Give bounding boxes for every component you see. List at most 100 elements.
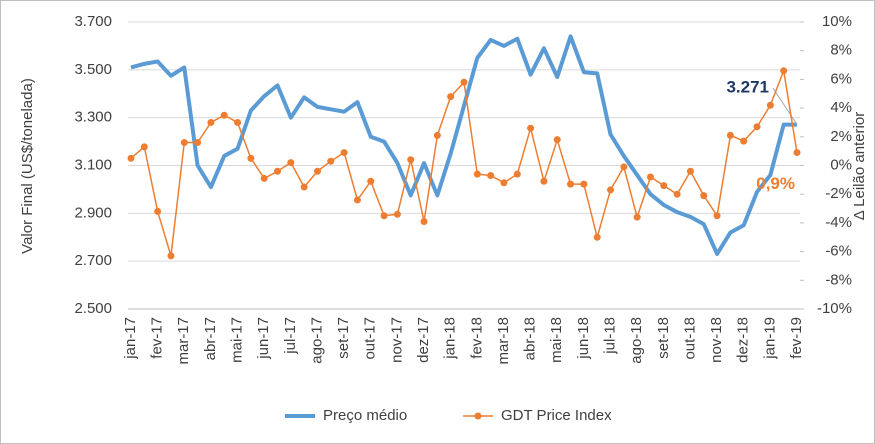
point xyxy=(607,186,615,194)
x-tick-label: dez-17 xyxy=(415,317,432,363)
x-tick-label: mai-17 xyxy=(229,317,246,363)
point xyxy=(487,172,495,180)
y2-axis-label: Δ Leilão anterior xyxy=(851,112,868,220)
x-tick-label: fev-17 xyxy=(149,317,166,359)
y2-tick-label: -4% xyxy=(825,214,852,231)
point xyxy=(220,111,228,119)
point xyxy=(287,159,295,167)
point xyxy=(740,137,748,145)
point xyxy=(513,170,521,178)
y2-tick-label: 6% xyxy=(830,70,852,87)
point xyxy=(540,177,548,185)
y2-tick-label: 0% xyxy=(830,156,852,173)
y-tick-label: 2.700 xyxy=(74,252,112,269)
y2-tick-label: 8% xyxy=(830,42,852,59)
x-tick-label: jun-18 xyxy=(575,317,592,360)
point xyxy=(313,167,321,175)
x-tick-label: mar-17 xyxy=(175,317,192,365)
point xyxy=(393,210,401,218)
point xyxy=(673,190,681,198)
y2-tick-label: -2% xyxy=(825,185,852,202)
leader-line xyxy=(772,87,798,125)
point xyxy=(713,212,721,220)
y-tick-label: 2.500 xyxy=(74,300,112,317)
y-tick-label: 2.900 xyxy=(74,204,112,221)
y-axis-label: Valor Final (US$/tonelada) xyxy=(19,78,36,254)
point xyxy=(433,131,441,139)
point xyxy=(793,149,801,157)
y-tick-label: 3.500 xyxy=(74,61,112,78)
x-tick-label: jun-17 xyxy=(255,317,272,360)
point xyxy=(274,167,282,175)
x-tick-label: out-18 xyxy=(681,317,698,360)
point xyxy=(447,93,455,101)
x-tick-label: abr-18 xyxy=(522,317,539,360)
x-tick-label: fev-19 xyxy=(788,317,805,359)
point xyxy=(567,180,575,188)
point xyxy=(620,163,628,171)
point xyxy=(407,156,415,164)
x-tick-label: set-17 xyxy=(335,317,352,359)
point xyxy=(460,78,468,86)
point xyxy=(753,123,761,131)
x-tick-label: set-18 xyxy=(655,317,672,359)
y-tick-label: 3.300 xyxy=(74,109,112,126)
point xyxy=(726,131,734,139)
x-tick-label: jan-19 xyxy=(761,317,778,360)
point xyxy=(633,213,641,221)
point xyxy=(473,170,481,178)
y2-tick-label: -8% xyxy=(825,271,852,288)
y-tick-label: 3.700 xyxy=(74,13,112,30)
point xyxy=(247,154,255,162)
value-label: 0,9% xyxy=(756,174,795,193)
legend-swatch-point xyxy=(474,412,482,420)
x-tick-label: jul-17 xyxy=(282,317,299,355)
x-tick-label: out-17 xyxy=(362,317,379,360)
point xyxy=(194,139,202,147)
point xyxy=(700,192,708,200)
point xyxy=(260,174,268,182)
point xyxy=(327,157,335,165)
point xyxy=(127,154,135,162)
x-tick-label: ago-18 xyxy=(628,317,645,364)
y-tick-label: 3.100 xyxy=(74,156,112,173)
point xyxy=(766,101,774,109)
point xyxy=(380,212,388,220)
point xyxy=(527,124,535,132)
point xyxy=(780,67,788,75)
point xyxy=(340,149,348,157)
point xyxy=(180,139,188,147)
point xyxy=(593,233,601,241)
y2-tick-label: -10% xyxy=(817,300,852,317)
point xyxy=(167,252,175,260)
x-tick-label: mar-18 xyxy=(495,317,512,365)
y2-tick-label: 2% xyxy=(830,128,852,145)
point xyxy=(154,207,162,215)
point xyxy=(140,143,148,151)
y2-tick-label: 10% xyxy=(822,13,852,30)
point xyxy=(234,118,242,126)
x-tick-label: nov-17 xyxy=(388,317,405,363)
point xyxy=(660,182,668,190)
point xyxy=(580,180,588,188)
value-label: 3.271 xyxy=(726,77,769,96)
point xyxy=(686,167,694,175)
x-tick-label: jan-18 xyxy=(442,317,459,360)
x-tick-label: jul-18 xyxy=(601,317,618,355)
point xyxy=(353,196,361,204)
x-tick-label: jan-17 xyxy=(122,317,139,360)
point xyxy=(646,173,654,181)
point xyxy=(367,177,375,185)
x-tick-label: ago-17 xyxy=(308,317,325,364)
point xyxy=(553,136,561,144)
point xyxy=(300,183,308,191)
legend-label: GDT Price Index xyxy=(501,407,612,424)
y2-tick-label: 4% xyxy=(830,99,852,116)
x-tick-label: nov-18 xyxy=(708,317,725,363)
x-tick-label: fev-18 xyxy=(468,317,485,359)
point xyxy=(500,179,508,187)
point xyxy=(420,217,428,225)
x-tick-label: dez-18 xyxy=(735,317,752,363)
